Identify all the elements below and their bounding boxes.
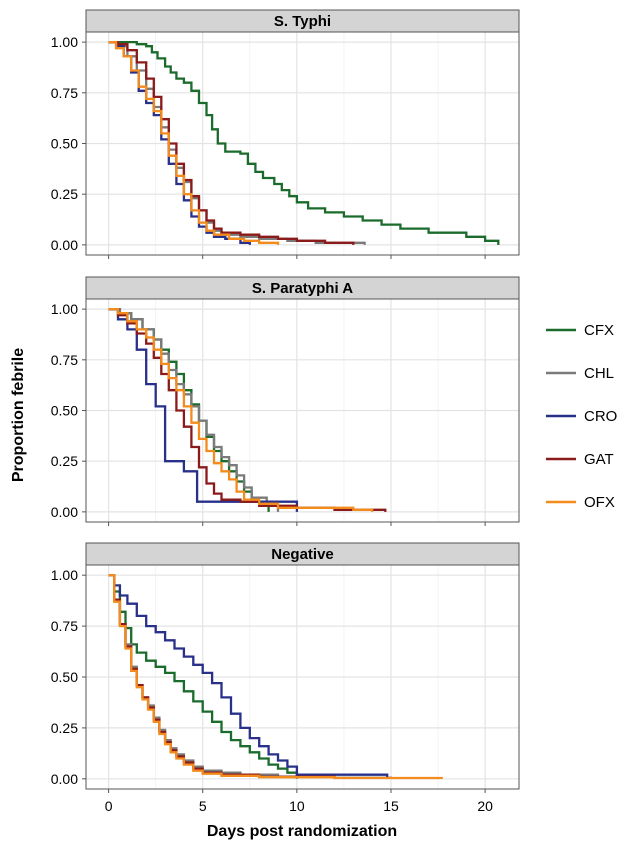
legend: CFX CHL CRO GAT OFX xyxy=(546,322,617,511)
legend-item-gat: GAT xyxy=(546,451,614,468)
y-axis: 0.00 0.25 0.50 0.75 1.00 xyxy=(51,34,86,253)
y-tick-label: 1.00 xyxy=(51,567,78,583)
legend-label: OFX xyxy=(584,494,615,511)
panel-negative: Negative 0.00 0.25 0.50 0.75 1.00 0 5 10 15 20 xyxy=(51,542,520,814)
series-line-cro xyxy=(108,574,389,779)
y-tick-label: 0.25 xyxy=(51,186,78,202)
y-tick-label: 0.75 xyxy=(51,85,78,101)
series-line-cfx xyxy=(108,574,299,779)
y-tick-label: 0.50 xyxy=(51,136,78,152)
legend-item-cro: CRO xyxy=(546,408,617,425)
y-tick-label: 0.50 xyxy=(51,669,78,685)
legend-item-ofx: OFX xyxy=(546,494,615,511)
y-axis-title: Proportion febrile xyxy=(10,348,27,482)
series-group xyxy=(108,40,500,245)
x-axis: 0 5 10 15 20 xyxy=(105,789,493,814)
facet-title: S. Paratyphi A xyxy=(252,280,353,297)
y-tick-label: 1.00 xyxy=(51,301,78,317)
series-group xyxy=(108,574,443,780)
x-axis xyxy=(108,522,486,526)
y-axis: 0.00 0.25 0.50 0.75 1.00 xyxy=(51,567,86,787)
y-tick-label: 0.25 xyxy=(51,453,78,469)
legend-label: CHL xyxy=(584,365,614,382)
facet-title: Negative xyxy=(271,546,334,563)
x-axis-title: Days post randomization xyxy=(207,823,397,840)
legend-label: GAT xyxy=(584,451,614,468)
x-tick-label: 5 xyxy=(199,798,207,814)
facet-title: S. Typhi xyxy=(274,13,331,30)
x-tick-label: 10 xyxy=(289,798,305,814)
y-tick-label: 0.00 xyxy=(51,504,78,520)
legend-item-cfx: CFX xyxy=(546,322,614,339)
legend-label: CRO xyxy=(584,408,617,425)
x-axis xyxy=(108,255,486,259)
series-line-ofx xyxy=(108,307,374,512)
y-tick-label: 0.75 xyxy=(51,618,78,634)
y-tick-label: 1.00 xyxy=(51,34,78,50)
gridlines xyxy=(86,32,519,255)
y-tick-label: 0.50 xyxy=(51,403,78,419)
y-tick-label: 0.00 xyxy=(51,237,78,253)
panel-s-paratyphi-a: S. Paratyphi A 0.00 0.25 0.50 0.75 1.00 xyxy=(51,276,520,526)
y-tick-label: 0.75 xyxy=(51,352,78,368)
y-tick-label: 0.00 xyxy=(51,771,78,787)
gridlines xyxy=(86,565,519,789)
panel-s-typhi: S. Typhi 0.00 0.25 0.50 0.75 1.00 xyxy=(51,9,520,259)
series-line-ofx xyxy=(108,574,443,780)
series-group xyxy=(108,307,387,512)
y-tick-label: 0.25 xyxy=(51,720,78,736)
y-axis: 0.00 0.25 0.50 0.75 1.00 xyxy=(51,301,86,520)
series-line-ofx xyxy=(108,40,280,245)
series-line-cfx xyxy=(108,40,500,245)
x-tick-label: 15 xyxy=(383,798,399,814)
x-tick-label: 20 xyxy=(477,798,493,814)
gridlines xyxy=(86,299,519,522)
x-tick-label: 0 xyxy=(105,798,113,814)
legend-item-chl: CHL xyxy=(546,365,614,382)
legend-label: CFX xyxy=(584,322,614,339)
